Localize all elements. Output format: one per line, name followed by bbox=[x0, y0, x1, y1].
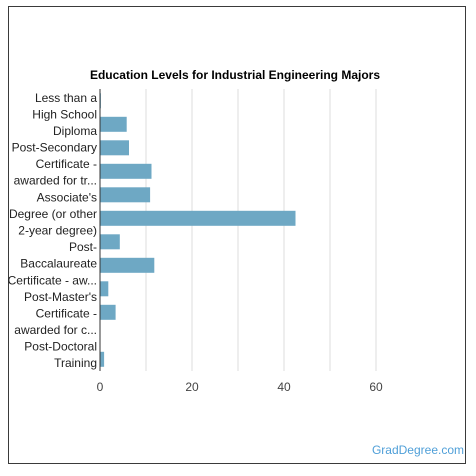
bar[interactable] bbox=[100, 257, 155, 273]
category-label: High School bbox=[32, 107, 97, 121]
bar[interactable] bbox=[100, 116, 127, 132]
category-label: Certificate - aw... bbox=[8, 273, 97, 287]
category-label: Baccalaureate bbox=[20, 257, 97, 271]
category-label: Post-Master's bbox=[24, 290, 97, 304]
category-label: Post-Doctoral bbox=[24, 340, 97, 354]
bar[interactable] bbox=[100, 234, 120, 250]
x-tick-labels: 0 20 40 60 bbox=[97, 380, 383, 394]
chart-frame bbox=[8, 6, 466, 464]
x-tick-label: 40 bbox=[277, 380, 291, 394]
category-label: Certificate - bbox=[36, 306, 97, 320]
chart-title: Education Levels for Industrial Engineer… bbox=[89, 68, 381, 82]
bar[interactable] bbox=[100, 210, 296, 226]
category-label: Associate's bbox=[37, 190, 97, 204]
category-label: awarded for c... bbox=[14, 323, 97, 337]
category-label: Training bbox=[54, 356, 97, 370]
category-label: Post- bbox=[69, 240, 97, 254]
bar[interactable] bbox=[100, 163, 152, 179]
watermark-logo[interactable]: GradDegree.com bbox=[371, 443, 464, 457]
category-label: 2-year degree) bbox=[18, 224, 97, 238]
bar[interactable] bbox=[100, 140, 129, 156]
category-label: awarded for tr... bbox=[14, 174, 97, 188]
category-label: Diploma bbox=[53, 124, 97, 138]
bars bbox=[100, 93, 296, 367]
x-tick-label: 0 bbox=[97, 380, 104, 394]
gridlines bbox=[145, 89, 377, 371]
bar[interactable] bbox=[100, 281, 109, 297]
bar[interactable] bbox=[100, 351, 105, 367]
category-label: Degree (or other bbox=[9, 207, 97, 221]
bar[interactable] bbox=[100, 187, 151, 203]
x-tick-label: 20 bbox=[185, 380, 199, 394]
category-label: Less than a bbox=[35, 91, 97, 105]
x-tick-label: 60 bbox=[369, 380, 383, 394]
bar[interactable] bbox=[100, 304, 116, 320]
category-labels: Less than a High School Diploma Post-Second… bbox=[8, 91, 98, 370]
category-label: Post-Secondary bbox=[12, 141, 97, 155]
category-label: Certificate - bbox=[36, 157, 97, 171]
